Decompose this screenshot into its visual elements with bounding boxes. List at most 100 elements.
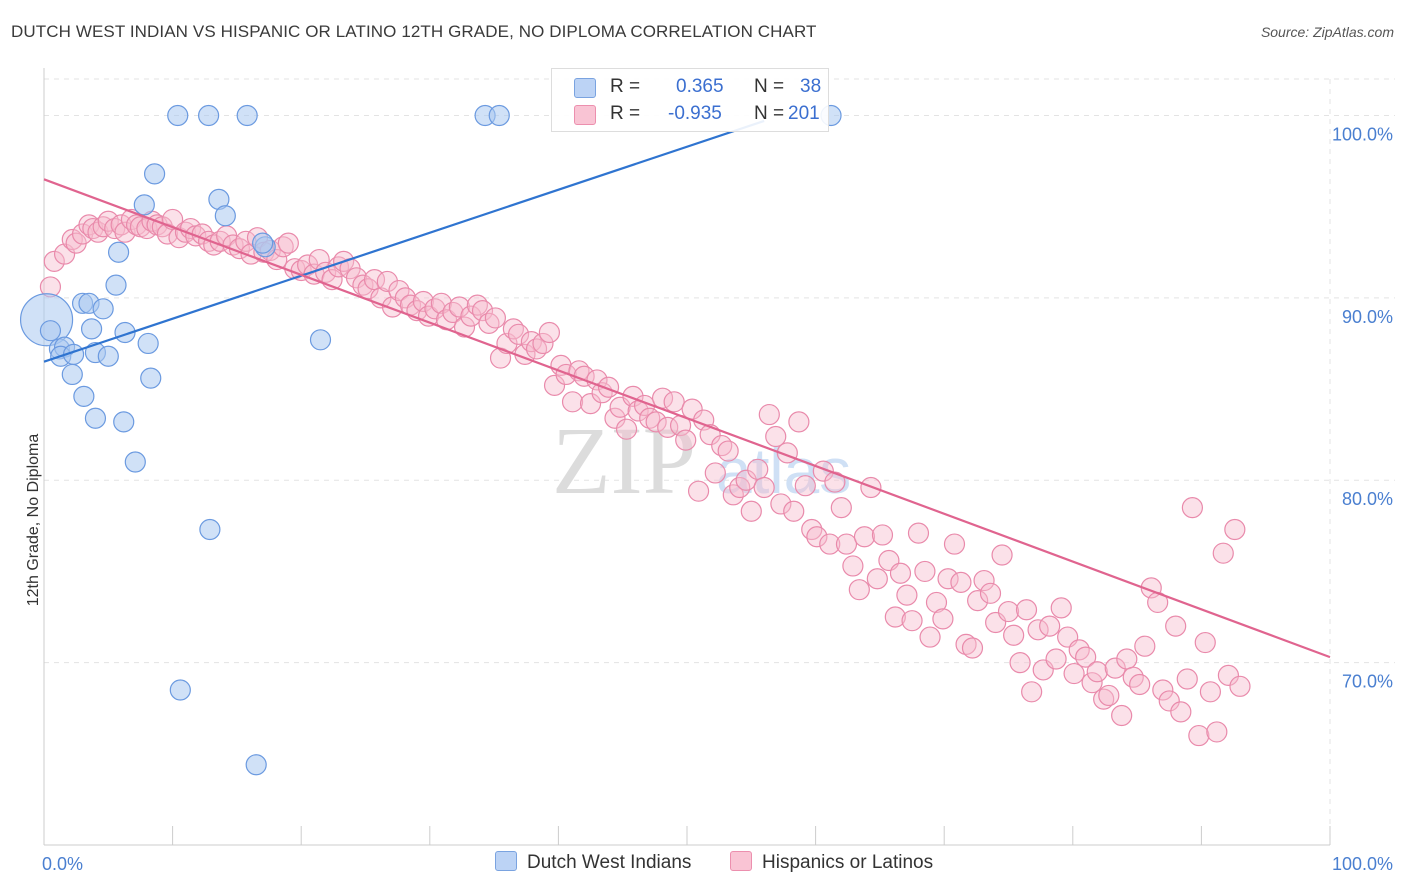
gridlines (44, 78, 1395, 845)
hispanic-point (1104, 657, 1126, 679)
legend-n-label: N = (754, 76, 785, 97)
hispanic-point (277, 232, 299, 254)
watermark-zip: ZIP (552, 407, 696, 514)
trend-line-dutch (43, 119, 765, 363)
hispanic-point (1188, 724, 1210, 747)
hispanic-point (43, 250, 65, 272)
hispanic-point (1199, 681, 1222, 703)
hispanic-point (376, 270, 398, 293)
legend-item-dutch[interactable]: Dutch West Indians (495, 851, 691, 874)
dutch-point (80, 318, 103, 340)
dutch-point (140, 367, 162, 389)
dutch-point (97, 345, 119, 367)
hispanic-point (1039, 615, 1061, 637)
dutch-point (92, 298, 114, 320)
hispanic-point (1075, 646, 1097, 668)
hispanic-point (842, 555, 864, 577)
hispanic-point (1009, 652, 1031, 674)
hispanic-point (507, 323, 530, 345)
dutch-point (214, 205, 236, 227)
hispanic-point (819, 533, 841, 555)
legend-r-value-hispanics: -0.935 (668, 103, 722, 124)
hispanic-point (639, 407, 661, 429)
hispanic-point (604, 407, 626, 429)
legend-label-hispanics: Hispanics or Latinos (762, 852, 934, 873)
hispanic-point (889, 562, 912, 584)
hispanic-point (471, 300, 494, 322)
hispanic-point (1217, 664, 1240, 686)
hispanic-point (1027, 619, 1049, 641)
hispanic-point (1181, 496, 1203, 519)
legend-swatch-hispanics (574, 105, 596, 125)
tick-labels: 70.0% 80.0% 90.0% 100.0% 0.0% 100.0% (42, 124, 1393, 874)
series-dutch-points (19, 104, 842, 776)
hispanic-point (770, 493, 792, 515)
hispanic-point (794, 475, 816, 497)
hispanic-point (937, 568, 959, 590)
hispanic-point (914, 560, 936, 583)
dutch-point (84, 407, 107, 429)
trend-lines (43, 119, 1331, 659)
hispanic-point (615, 418, 638, 440)
hispanic-point (753, 476, 775, 499)
hispanic-point (997, 600, 1020, 623)
legend-r-value-dutch: 0.365 (676, 76, 724, 97)
hispanic-point (871, 524, 894, 546)
dutch-point (199, 518, 221, 541)
hispanic-point (896, 584, 918, 606)
hispanic-point (967, 590, 989, 612)
dutch-point (488, 104, 510, 127)
legend-swatch-hispanics (730, 851, 752, 871)
hispanic-point (717, 440, 739, 462)
dutch-point (137, 332, 159, 355)
legend-n-label: N = (754, 103, 785, 124)
hispanic-point (687, 480, 710, 502)
hispanic-point (1086, 661, 1108, 683)
hispanic-point (919, 626, 941, 648)
hispanic-point (597, 376, 620, 398)
dutch-point (73, 385, 95, 407)
legend-swatch-dutch (495, 851, 517, 871)
hispanic-point (484, 307, 506, 329)
dutch-point (133, 194, 155, 216)
hispanic-point (645, 411, 667, 433)
y-tick-label: 90.0% (1342, 307, 1393, 327)
hispanic-point (460, 305, 482, 327)
hispanic-point (1111, 704, 1133, 727)
hispanic-point (1050, 597, 1072, 619)
hispanic-point (806, 526, 828, 548)
hispanic-point (901, 610, 923, 632)
dutch-point (236, 104, 258, 127)
legend-r-label: R = (610, 76, 641, 97)
hispanic-point (61, 228, 83, 251)
legend-n-value-dutch: 38 (800, 76, 822, 97)
legend-item-hispanics[interactable]: Hispanics or Latinos (730, 851, 933, 874)
dutch-point (167, 104, 189, 127)
dutch-point (107, 241, 130, 263)
hispanic-point (579, 393, 602, 415)
hispanic-point (747, 458, 769, 480)
hispanic-point (848, 579, 870, 601)
legend-r-label: R = (610, 103, 641, 124)
hispanic-point (853, 526, 876, 548)
hispanic-point (866, 568, 888, 590)
hispanic-point (765, 425, 787, 448)
x-tick-label: 100.0% (1332, 854, 1393, 874)
hispanic-point (973, 569, 995, 592)
hispanic-point (1045, 648, 1067, 670)
stats-legend: R = 0.365 N = 38 R = -0.935 N = 201 (551, 68, 829, 132)
hispanic-point (943, 533, 966, 555)
hispanic-point (1194, 631, 1216, 654)
hispanic-point (1212, 542, 1234, 564)
hispanic-point (950, 571, 972, 593)
hispanic-point (758, 403, 780, 426)
hispanic-point (1116, 648, 1138, 670)
hispanic-point (907, 522, 930, 544)
hispanic-point (961, 637, 984, 659)
dutch-point (114, 321, 136, 344)
hispanic-point (783, 500, 805, 522)
hispanic-point (1134, 635, 1156, 657)
dutch-point (39, 320, 62, 342)
hispanic-point (453, 316, 476, 338)
